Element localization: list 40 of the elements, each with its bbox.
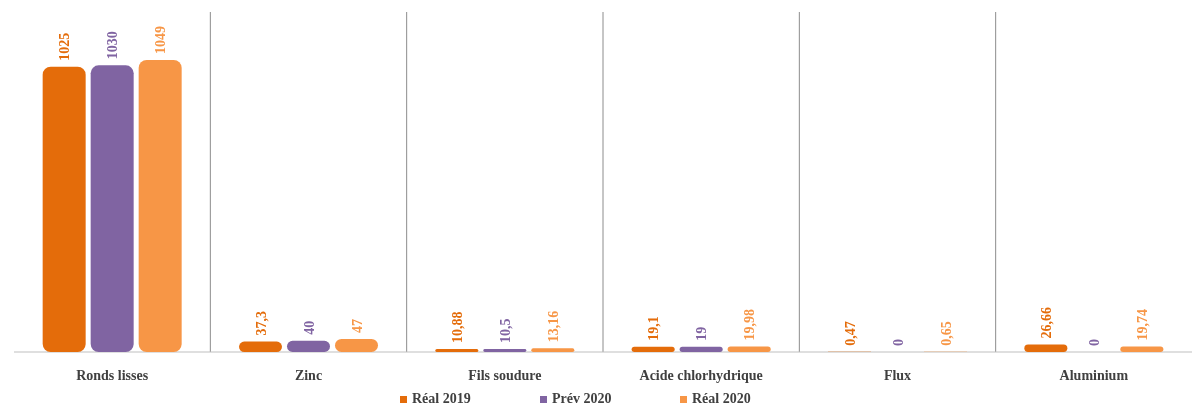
legend-label: Réal 2020 xyxy=(692,391,751,406)
bar xyxy=(1024,344,1068,352)
bar xyxy=(483,349,527,352)
x-tick-label: Fils soudure xyxy=(468,368,542,383)
data-label: 19,74 xyxy=(1134,309,1150,341)
x-tick-label: Flux xyxy=(883,368,912,383)
data-label: 1030 xyxy=(105,31,121,60)
bar xyxy=(90,65,134,352)
data-label: 0,65 xyxy=(938,321,954,346)
data-label: 19 xyxy=(694,326,710,341)
bar xyxy=(435,348,479,352)
bar xyxy=(679,346,723,352)
bar xyxy=(727,346,771,352)
x-tick-label: Ronds lisses xyxy=(76,368,149,383)
data-label: 47 xyxy=(349,318,365,333)
data-label: 26,66 xyxy=(1038,307,1054,339)
bar xyxy=(631,346,675,352)
data-label: 13,16 xyxy=(545,310,561,343)
data-label: 10,5 xyxy=(497,318,513,344)
data-label: 0 xyxy=(890,339,906,346)
x-tick-label: Aluminium xyxy=(1059,368,1129,383)
bar xyxy=(239,341,282,352)
data-label: 40 xyxy=(301,320,317,335)
bar xyxy=(531,348,575,352)
data-label: 1025 xyxy=(57,32,73,61)
data-label: 0 xyxy=(1086,339,1102,346)
bar xyxy=(138,60,182,352)
bar xyxy=(335,338,378,352)
data-label: 0,47 xyxy=(842,321,858,346)
x-tick-label: Zinc xyxy=(294,368,323,383)
data-label: 1049 xyxy=(153,26,169,54)
x-tick-label: Acide chlorhydrique xyxy=(639,368,763,383)
bar xyxy=(42,66,86,352)
data-label: 10,88 xyxy=(449,311,465,343)
bar xyxy=(287,340,330,352)
legend-label: Réal 2019 xyxy=(412,391,471,406)
legend-label: Prév 2020 xyxy=(552,391,612,406)
data-label: 19,1 xyxy=(646,316,662,341)
data-label: 37,3 xyxy=(253,311,269,336)
data-label: 19,98 xyxy=(742,308,758,341)
